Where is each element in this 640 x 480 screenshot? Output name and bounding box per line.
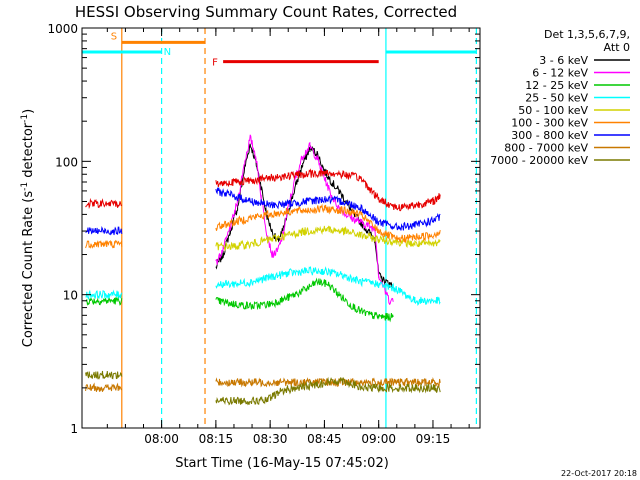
legend-title-1: Det 1,3,5,6,7,9,	[544, 28, 630, 41]
y-tick-label-2: 100	[55, 155, 78, 169]
series-line-8	[85, 370, 441, 406]
plot-frame	[81, 27, 481, 429]
y-tick-label-3: 1000	[47, 22, 78, 36]
chart-title: HESSI Observing Summary Count Rates, Cor…	[75, 3, 457, 21]
flag-label-F: F	[212, 58, 218, 69]
flag-label-S: S	[111, 31, 117, 42]
flag-bars: S N F	[82, 31, 477, 69]
vertical-markers	[121, 28, 477, 428]
y-axis-label: Corrected Count Rate (s-1 detector-1)	[20, 109, 36, 347]
legend-label-0: 3 - 6 keV	[539, 54, 588, 67]
x-tick-label-4: 09:00	[361, 432, 396, 446]
series-line-9	[85, 168, 441, 212]
y-axis-ticks: 1 10 100 1000	[47, 22, 480, 436]
legend-label-5: 100 - 300 keV	[511, 117, 588, 130]
x-axis-ticks: 08:00 08:15 08:30 08:45 09:00 09:15	[106, 28, 470, 446]
flag-label-N: N	[164, 47, 171, 58]
legend-label-3: 25 - 50 keV	[525, 92, 588, 105]
legend-label-1: 6 - 12 keV	[532, 67, 588, 80]
x-tick-label-3: 08:45	[307, 432, 342, 446]
series-line-2	[85, 277, 394, 323]
legend-label-4: 50 - 100 keV	[518, 104, 588, 117]
y-tick-label-0: 1	[70, 422, 78, 436]
x-axis-label: Start Time (16-May-15 07:45:02)	[175, 456, 389, 471]
generation-timestamp: 22-Oct-2017 20:18	[561, 469, 637, 478]
x-tick-label-5: 09:15	[416, 432, 451, 446]
plot-area: S N F	[82, 28, 477, 428]
legend-label-6: 300 - 800 keV	[511, 129, 588, 142]
series-line-3	[85, 266, 441, 306]
x-tick-label-2: 08:30	[253, 432, 288, 446]
x-tick-label-0: 08:00	[144, 432, 179, 446]
series-line-4	[215, 225, 441, 252]
legend-label-7: 800 - 7000 keV	[504, 142, 588, 155]
legend-label-2: 12 - 25 keV	[525, 79, 588, 92]
series-line-1	[215, 134, 394, 306]
series-lines	[85, 134, 441, 406]
y-tick-label-1: 10	[63, 289, 78, 303]
series-line-5	[85, 203, 441, 249]
legend-title-2: Att 0	[604, 41, 630, 54]
x-tick-label-1: 08:15	[199, 432, 234, 446]
series-line-6	[85, 186, 441, 236]
legend-label-8: 7000 - 20000 keV	[490, 154, 588, 167]
